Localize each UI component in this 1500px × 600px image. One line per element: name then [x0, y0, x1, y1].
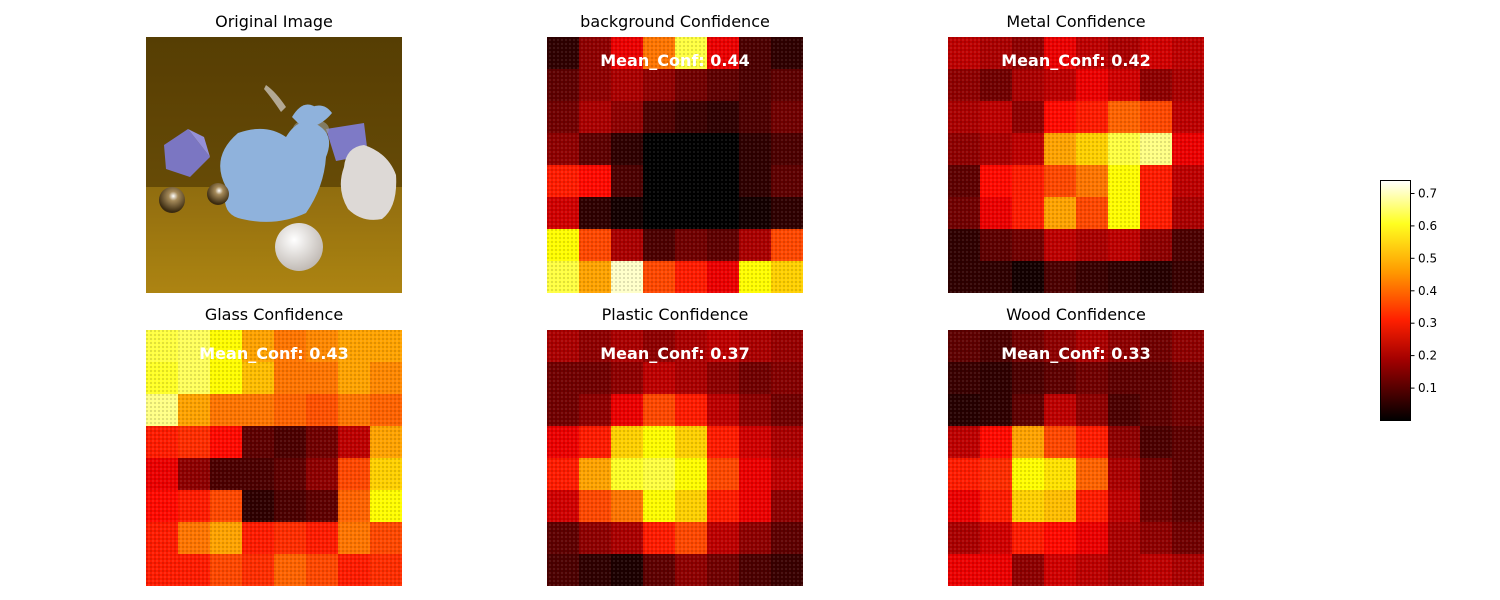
- panel-title-glass: Glass Confidence: [204, 305, 344, 324]
- colorbar: 0.1 0.2 0.3 0.4 0.5 0.6 0.7: [1380, 180, 1437, 421]
- panel-title-wood: Wood Confidence: [1006, 305, 1146, 324]
- heatmap-metal: [948, 37, 1204, 293]
- colorbar-tick-label: 0.7: [1418, 187, 1437, 201]
- mean-conf-label-wood: Mean_Conf: 0.33: [1001, 344, 1151, 363]
- panel-title-metal: Metal Confidence: [1006, 12, 1146, 31]
- heatmap-texture: [948, 330, 1204, 586]
- glass-object-shape: [264, 85, 286, 112]
- heatmap-glass: [146, 330, 402, 586]
- bunny-shape: [220, 121, 330, 222]
- heatmap-panel-background: Mean_Conf: 0.44: [547, 37, 803, 293]
- colorbar-ticks: 0.1 0.2 0.3 0.4 0.5 0.6 0.7: [1410, 187, 1437, 395]
- cube-left-shape: [164, 129, 210, 177]
- original-image-photo: [146, 37, 402, 293]
- heatmap-texture: [948, 37, 1204, 293]
- heatmap-panel-metal: Mean_Conf: 0.42: [948, 37, 1204, 293]
- colorbar-tick-label: 0.6: [1418, 219, 1437, 233]
- mean-conf-label-background: Mean_Conf: 0.44: [600, 51, 750, 70]
- metal-sphere-medium: [207, 183, 229, 205]
- mean-conf-label-plastic: Mean_Conf: 0.37: [600, 344, 750, 363]
- monkey-head-shape: [340, 145, 397, 220]
- white-sphere-shape: [275, 223, 323, 271]
- mean-conf-label-metal: Mean_Conf: 0.42: [1001, 51, 1151, 70]
- heatmap-background: [547, 37, 803, 293]
- heatmap-panel-glass: Mean_Conf: 0.43: [146, 330, 402, 586]
- heatmap-texture: [547, 330, 803, 586]
- original-image: [146, 37, 402, 293]
- heatmap-texture: [547, 37, 803, 293]
- heatmap-texture: [146, 330, 402, 586]
- mean-conf-label-glass: Mean_Conf: 0.43: [199, 344, 349, 363]
- colorbar-tick-label: 0.4: [1418, 284, 1437, 298]
- panel-title-plastic: Plastic Confidence: [601, 305, 749, 324]
- metal-sphere-small: [159, 187, 185, 213]
- colorbar-tick-label: 0.3: [1418, 316, 1437, 330]
- heatmap-panel-wood: Mean_Conf: 0.33: [948, 330, 1204, 586]
- panel-title-original: Original Image: [215, 12, 333, 31]
- colorbar-gradient: [1380, 180, 1411, 421]
- colorbar-tick-label: 0.5: [1418, 251, 1437, 265]
- heatmap-wood: [948, 330, 1204, 586]
- colorbar-tick-label: 0.1: [1418, 381, 1437, 395]
- heatmap-plastic: [547, 330, 803, 586]
- heatmap-panel-plastic: Mean_Conf: 0.37: [547, 330, 803, 586]
- colorbar-tick-label: 0.2: [1418, 349, 1437, 363]
- panel-title-background: background Confidence: [580, 12, 770, 31]
